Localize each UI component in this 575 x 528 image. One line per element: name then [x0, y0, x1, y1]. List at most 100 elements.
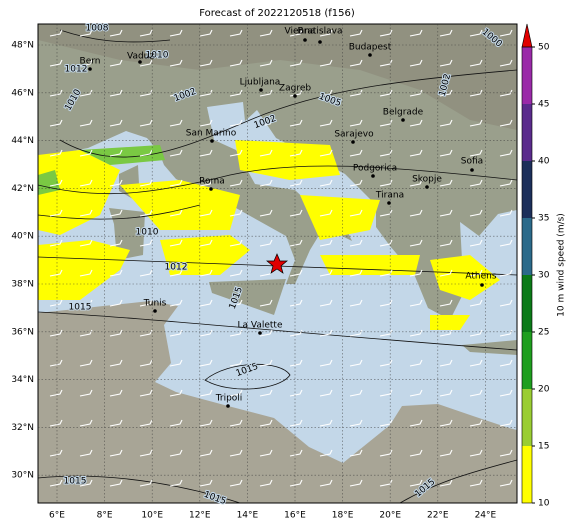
wind-barb — [109, 149, 123, 157]
wind-barb — [439, 59, 453, 67]
wind-barb — [199, 209, 213, 217]
wind-barb — [139, 479, 153, 487]
wind-barb — [229, 449, 243, 457]
wind-barb — [439, 179, 453, 187]
wind-barb — [349, 89, 363, 97]
wind-barb — [319, 89, 333, 97]
wind-patches — [38, 140, 500, 330]
wind-barb — [499, 449, 513, 457]
city-marker — [425, 185, 429, 189]
wind-barb — [259, 149, 273, 157]
wind-barb — [379, 389, 393, 397]
mountains — [38, 24, 517, 130]
wind-barb — [139, 89, 153, 97]
wind-barb — [469, 179, 483, 187]
wind-barb — [229, 329, 243, 337]
wind-barb — [499, 329, 513, 337]
wind-barb — [409, 359, 423, 367]
wind-barb — [409, 299, 423, 307]
city-marker — [318, 40, 322, 44]
colorbar-band — [522, 275, 532, 332]
city-label: Athens — [465, 272, 496, 282]
wind-barb — [499, 179, 513, 187]
wind-barb — [469, 479, 483, 487]
wind-barb — [499, 29, 513, 37]
wind-barb — [349, 329, 363, 337]
wind-barb — [169, 269, 183, 277]
wind-barb — [499, 359, 513, 367]
wind-barb — [439, 359, 453, 367]
city-marker — [401, 118, 405, 122]
wind-barb — [439, 149, 453, 157]
wind-barb — [199, 179, 213, 187]
wind-barb — [439, 269, 453, 277]
colorbar-band — [522, 161, 532, 218]
wind-barb — [319, 269, 333, 277]
wind-barb — [409, 149, 423, 157]
city-marker — [351, 140, 355, 144]
wind-barb — [49, 389, 63, 397]
wind-barb — [439, 89, 453, 97]
wind-barb — [199, 299, 213, 307]
wind-barb — [499, 209, 513, 217]
wind-barb — [109, 299, 123, 307]
wind-barb — [319, 119, 333, 127]
colorbar-tick-label: 20 — [538, 385, 550, 395]
lat-tick-label: 36°N — [11, 327, 34, 337]
wind-barb — [499, 419, 513, 427]
city-label: Roma — [199, 177, 225, 187]
city-marker — [226, 404, 230, 408]
wind-barb — [349, 209, 363, 217]
africa — [38, 301, 517, 503]
wind-barb — [169, 209, 183, 217]
wind-barb — [319, 209, 333, 217]
lat-tick-label: 32°N — [11, 423, 34, 433]
wind-barb — [499, 479, 513, 487]
wind-barb — [499, 269, 513, 277]
city-marker — [138, 60, 142, 64]
wind-barb — [349, 179, 363, 187]
wind-barb — [289, 419, 303, 427]
wind-barb — [379, 329, 393, 337]
wind-barb — [139, 59, 153, 67]
wind-barb — [199, 89, 213, 97]
colorbar-tick-label: 25 — [538, 328, 549, 338]
wind-barb — [49, 29, 63, 37]
wind-barb — [109, 419, 123, 427]
wind-barb — [439, 479, 453, 487]
city-label: San Marino — [186, 129, 237, 139]
wind-barb — [439, 299, 453, 307]
wind-barb — [109, 89, 123, 97]
city-label: Tirana — [375, 191, 404, 201]
wind-barb — [469, 359, 483, 367]
wind-barb — [49, 479, 63, 487]
colorbar-band — [522, 389, 532, 446]
wind-barb — [49, 449, 63, 457]
wind-barb — [289, 119, 303, 127]
wind-barb — [349, 269, 363, 277]
wind-barb — [79, 329, 93, 337]
wind-barb — [469, 389, 483, 397]
wind-barb — [229, 299, 243, 307]
wind-barb — [109, 119, 123, 127]
wind-barb — [139, 209, 153, 217]
wind-barb — [49, 299, 63, 307]
wind-barb — [349, 419, 363, 427]
lon-tick-label: 16°E — [284, 511, 306, 521]
map-area — [38, 24, 517, 503]
wind-barb — [349, 149, 363, 157]
wind-barb — [79, 209, 93, 217]
wind-barb — [109, 209, 123, 217]
city-label: Sarajevo — [334, 130, 374, 140]
wind-barb — [169, 119, 183, 127]
wind-barb — [349, 449, 363, 457]
wind-barb — [379, 449, 393, 457]
wind-barb — [439, 119, 453, 127]
city-label: Bratislava — [298, 27, 343, 37]
city-marker — [293, 94, 297, 98]
wind-barb — [259, 359, 273, 367]
lon-tick-label: 10°E — [141, 511, 163, 521]
land-north — [38, 24, 517, 320]
wind-barb — [139, 119, 153, 127]
